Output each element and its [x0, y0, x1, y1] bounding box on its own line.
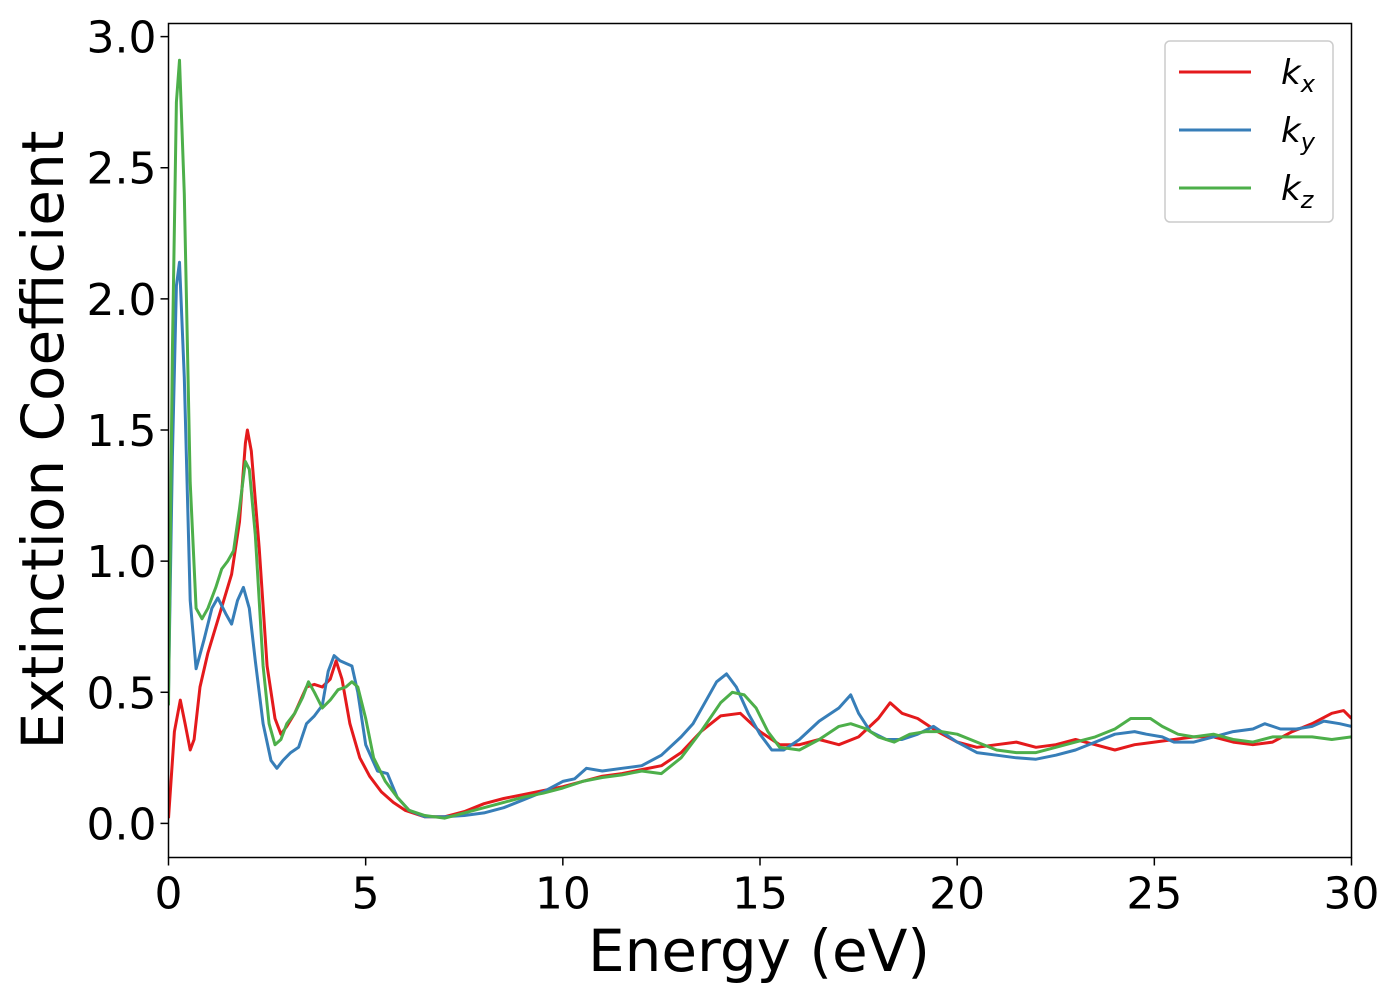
ticks-layer: 0 5 10 15 20 25 30 0.0 0.5 1.0 1.5 2.0 2.5 3.0 [87, 13, 1380, 920]
series-line-kz [168, 58, 1352, 820]
series-layer [168, 58, 1352, 820]
x-tick-label: 20 [929, 869, 985, 920]
y-tick-label: 1.0 [87, 537, 157, 588]
x-tick-label: 5 [352, 869, 380, 920]
y-tick-label: 1.5 [87, 406, 157, 457]
series-line-ky [168, 260, 1352, 819]
y-axis-title: Extinction Coefficient [9, 131, 77, 750]
x-tick-label: 10 [535, 869, 591, 920]
y-tick-label: 2.5 [87, 144, 157, 195]
y-tick-label: 2.0 [87, 275, 157, 326]
y-tick-label: 3.0 [87, 13, 157, 64]
y-tick-label: 0.0 [87, 799, 157, 850]
y-tick-label: 0.5 [87, 668, 157, 719]
series-line-kx [168, 428, 1352, 819]
x-tick-label: 30 [1324, 869, 1380, 920]
x-tick-label: 15 [732, 869, 788, 920]
x-tick-label: 25 [1126, 869, 1182, 920]
x-axis-title: Energy (eV) [588, 917, 930, 985]
x-tick-label: 0 [155, 869, 183, 920]
